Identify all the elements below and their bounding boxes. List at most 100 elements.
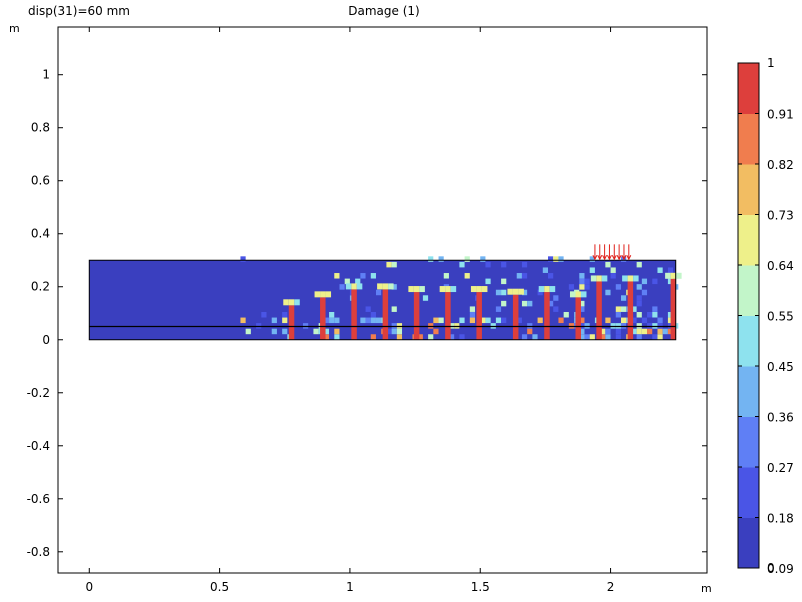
crack-band <box>413 292 420 340</box>
damage-cell <box>579 334 585 340</box>
damage-cell <box>464 273 470 279</box>
damage-cell <box>240 317 246 324</box>
damage-cell <box>553 256 559 262</box>
crack-tip-cell <box>622 275 628 282</box>
damage-cell <box>542 267 548 273</box>
damage-cell <box>631 317 637 324</box>
damage-cell <box>375 317 382 324</box>
damage-cell <box>428 256 434 262</box>
crack-tip-cell <box>590 275 597 282</box>
damage-cell <box>495 317 502 324</box>
damage-cell <box>667 323 674 329</box>
damage-cell <box>532 334 538 340</box>
damage-cell <box>563 311 569 318</box>
colorbar-tick-label: 0.27 <box>767 461 794 475</box>
crack-tip-cell <box>470 286 477 293</box>
crack-tip-cell <box>320 291 326 298</box>
colorbar-segment <box>738 265 759 316</box>
damage-cell <box>516 273 522 279</box>
damage-cell <box>657 317 663 324</box>
crack-band <box>351 289 357 340</box>
damage-cell <box>579 323 585 329</box>
colorbar-tick-label: 0.36 <box>767 411 794 425</box>
damage-cell <box>282 317 288 324</box>
damage-cell <box>568 284 575 290</box>
damage-cell <box>334 334 340 340</box>
damage-cell <box>480 317 486 324</box>
load-arrowhead <box>602 255 608 261</box>
damage-cell <box>636 261 642 268</box>
load-arrowhead <box>611 255 617 261</box>
damage-cell <box>282 328 288 335</box>
damage-cell <box>485 317 491 324</box>
damage-cell <box>579 300 585 307</box>
crack-tip-cell <box>549 286 556 293</box>
damage-cell <box>422 295 429 301</box>
damage-cell <box>438 256 444 262</box>
crack-tip-cell <box>544 286 550 293</box>
damage-cell <box>329 317 335 324</box>
damage-cell <box>652 323 658 329</box>
beam-outline <box>88 259 677 341</box>
damage-cell <box>636 295 642 301</box>
damage-cell <box>480 256 486 262</box>
y-tick-label: 0 <box>42 333 50 347</box>
crack-tip-cell <box>633 275 639 282</box>
damage-cell <box>657 323 663 329</box>
damage-cell <box>521 273 528 279</box>
crack-tip-cell <box>512 288 519 295</box>
damage-cell <box>469 306 476 312</box>
damage-cell <box>548 300 554 307</box>
crack-band <box>544 292 550 340</box>
y-tick-label: 0.4 <box>31 227 50 241</box>
crack-tip-cell <box>481 286 488 293</box>
damage-cell <box>501 289 507 296</box>
colorbar-tick-label: 0.64 <box>767 259 794 273</box>
damage-cell <box>329 311 335 318</box>
damage-cell <box>537 289 543 296</box>
damage-cell <box>662 328 668 335</box>
damage-cell <box>501 300 507 307</box>
damage-cell <box>605 317 611 324</box>
damage-cell <box>261 311 267 318</box>
colorbar-tick-label: 1 <box>767 56 775 70</box>
y-tick-label: 0.8 <box>31 121 50 135</box>
colorbar-segment <box>738 164 759 215</box>
damage-cell <box>521 261 528 268</box>
colorbar-segment <box>738 214 759 266</box>
colorbar-segment <box>738 315 759 367</box>
crack-band <box>320 297 326 340</box>
damage-cell <box>589 334 595 340</box>
damage-cell <box>459 261 465 268</box>
damage-cell <box>365 317 371 324</box>
damage-cell <box>485 261 491 268</box>
damage-cell <box>667 267 674 273</box>
damage-cell <box>558 256 564 262</box>
damage-cell <box>641 289 648 296</box>
y-unit-label: m <box>9 22 20 35</box>
damage-cell <box>615 306 621 312</box>
crack-tip-cell <box>665 272 671 279</box>
damage-cell <box>516 317 522 324</box>
damage-cell <box>240 256 246 262</box>
colorbar-tick-label: 0.73 <box>767 209 794 223</box>
damage-cell <box>610 267 616 273</box>
damage-cell <box>334 317 340 324</box>
y-tick-label: 0.2 <box>31 280 50 294</box>
damage-cell <box>558 317 564 324</box>
x-tick-label: 1 <box>346 580 354 594</box>
plot-title: Damage (1) <box>348 4 419 18</box>
damage-cell <box>631 306 637 312</box>
damage-cell <box>647 323 653 329</box>
x-tick-label: 0 <box>85 580 93 594</box>
damage-cell <box>469 311 476 318</box>
damage-cell <box>615 334 621 340</box>
damage-cell <box>391 306 397 312</box>
damage-cell <box>605 334 611 340</box>
colorbar-tick-label: 0.82 <box>767 158 794 172</box>
damage-cell <box>652 334 658 340</box>
damage-cell <box>548 273 554 279</box>
load-arrowhead <box>597 255 603 261</box>
crack-tip-cell <box>377 283 383 290</box>
